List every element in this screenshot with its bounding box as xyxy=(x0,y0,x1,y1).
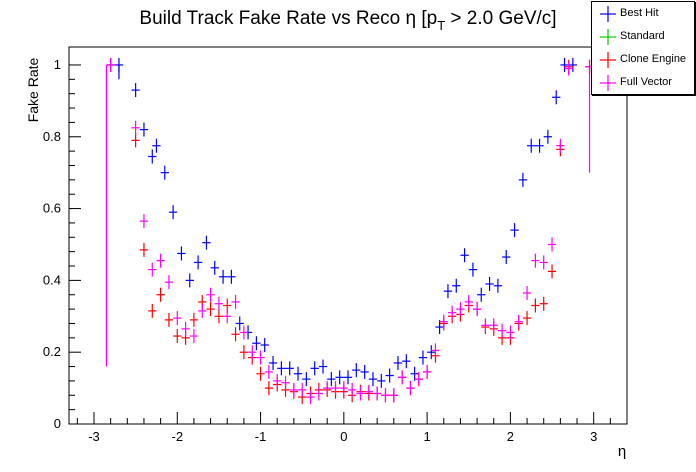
x-tick-label: 1 xyxy=(424,429,431,444)
y-tick-label: 0.4 xyxy=(43,272,61,287)
x-tick-label: 0 xyxy=(340,429,347,444)
x-tick-label: 2 xyxy=(507,429,514,444)
legend: Best Hit Standard Clone Engine Full Vect… xyxy=(591,1,695,95)
y-tick-label: 0 xyxy=(54,416,61,431)
legend-item-standard: Standard xyxy=(598,27,694,47)
data-series xyxy=(105,57,594,405)
x-tick-label: -2 xyxy=(171,429,183,444)
legend-marker-full-vector xyxy=(600,75,616,91)
series-best-hit xyxy=(106,57,578,388)
legend-item-clone-engine: Clone Engine xyxy=(598,50,694,70)
legend-label-best-hit: Best Hit xyxy=(620,7,659,19)
x-tick-label: -1 xyxy=(255,429,267,444)
series-clone-engine xyxy=(106,57,594,405)
y-tick-label: 0.6 xyxy=(43,201,61,216)
legend-item-best-hit: Best Hit xyxy=(598,4,694,24)
legend-label-full-vector: Full Vector xyxy=(620,76,672,88)
legend-item-full-vector: Full Vector xyxy=(598,73,694,93)
series-full-vector xyxy=(106,57,594,405)
x-axis: -3 -2 -1 0 1 2 3 xyxy=(76,412,611,444)
x-tick-label: -3 xyxy=(88,429,100,444)
legend-label-clone-engine: Clone Engine xyxy=(620,53,687,65)
x-tick-label: 3 xyxy=(590,429,597,444)
y-tick-label: 0.8 xyxy=(43,129,61,144)
y-axis-label: Fake Rate xyxy=(25,57,41,122)
legend-marker-best-hit xyxy=(600,6,616,22)
legend-label-standard: Standard xyxy=(620,30,665,42)
chart-title: Build Track Fake Rate vs Reco η [pT > 2.… xyxy=(139,8,556,33)
y-tick-label: 1 xyxy=(54,57,61,72)
x-axis-label: η xyxy=(618,443,626,460)
legend-marker-standard xyxy=(600,29,616,45)
y-tick-label: 0.2 xyxy=(43,344,61,359)
plot-frame xyxy=(68,46,628,425)
y-axis: 0 0.2 0.4 0.6 0.8 1 xyxy=(43,57,81,431)
legend-marker-clone-engine xyxy=(600,52,616,68)
